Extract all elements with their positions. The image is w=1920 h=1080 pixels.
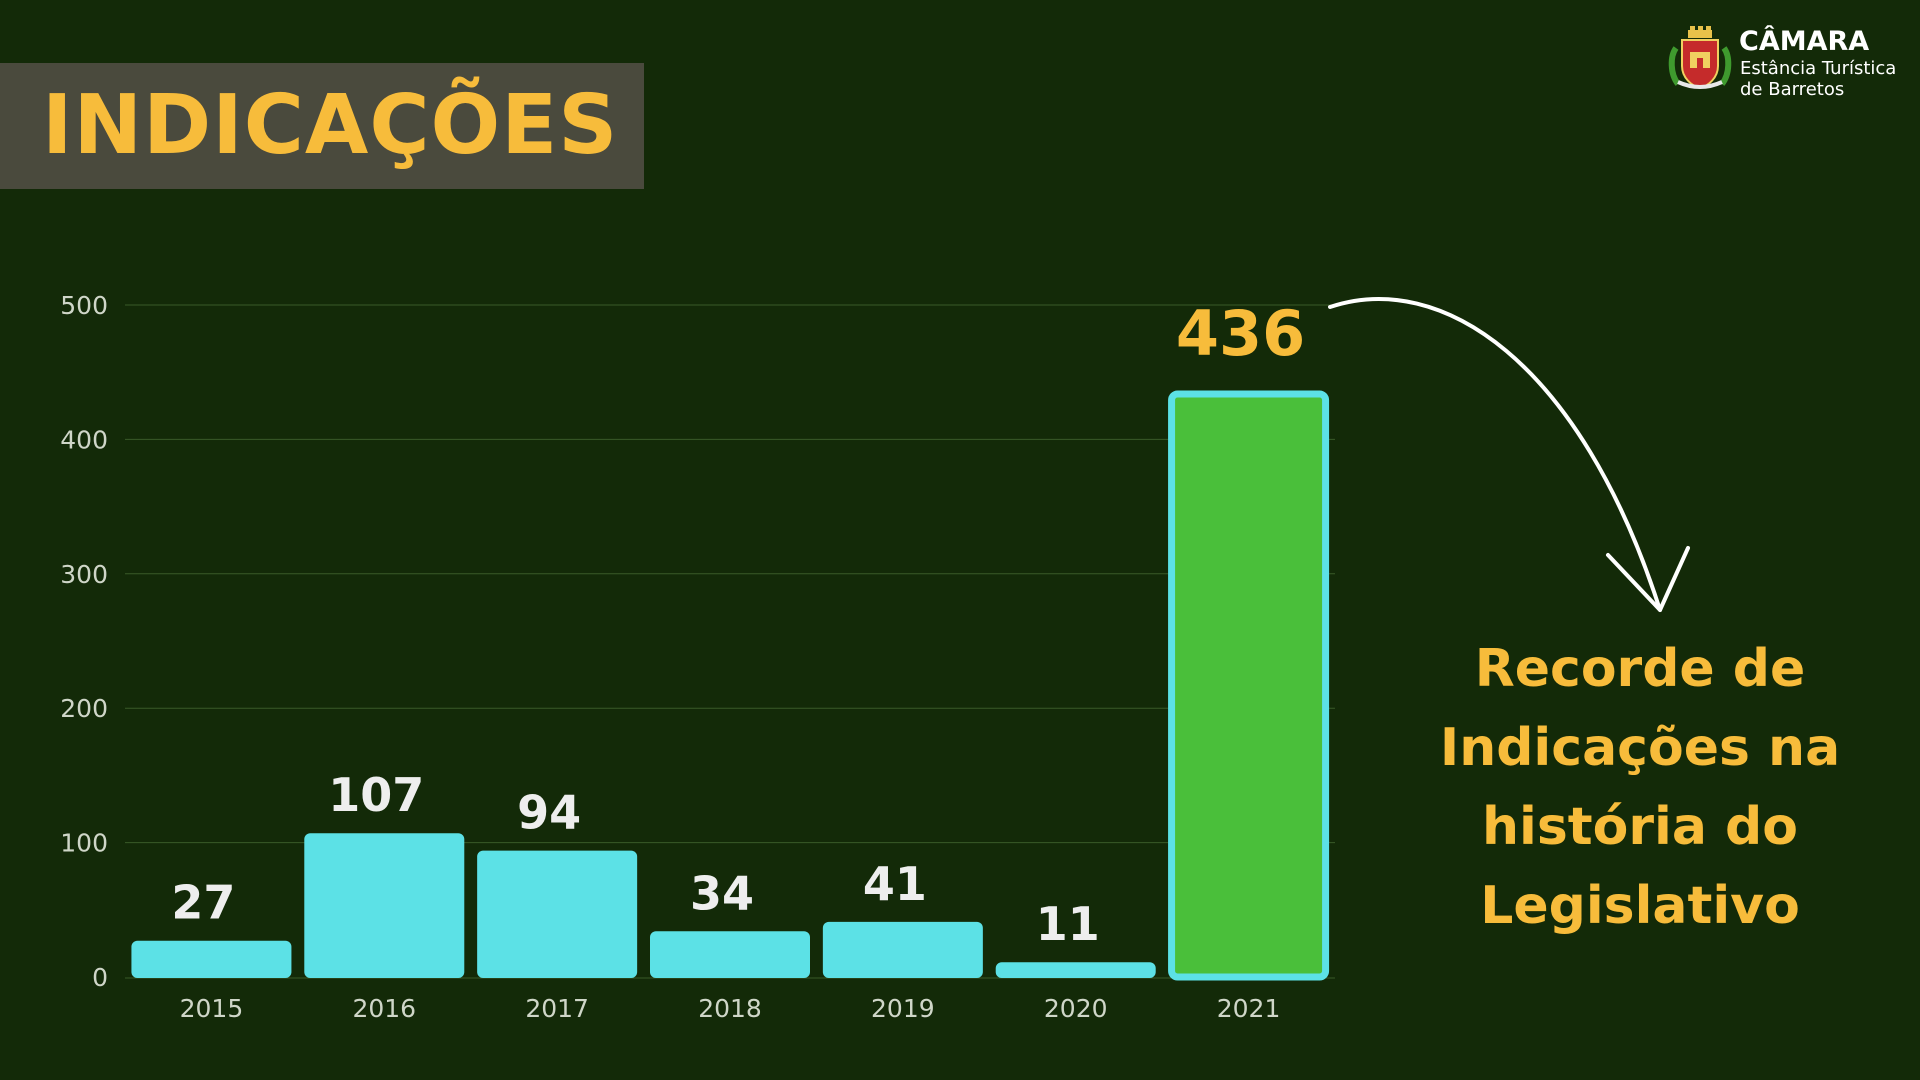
brand-subtitle-line-1: Estância Turística <box>1740 58 1897 79</box>
annotation-line-3: história do <box>1482 797 1798 857</box>
x-tick-label-2019: 2019 <box>871 994 935 1023</box>
x-tick-label-2018: 2018 <box>698 994 762 1023</box>
data-label-2017: 94 <box>517 786 581 840</box>
bar-2018 <box>650 931 810 978</box>
bar-2017 <box>477 850 638 978</box>
annotation-line-4: Legislativo <box>1480 876 1800 936</box>
coat-of-arms-icon <box>1668 26 1732 90</box>
data-label-2019: 41 <box>863 857 927 911</box>
x-tick-label-2016: 2016 <box>352 994 416 1023</box>
y-tick-label: 300 <box>60 560 108 589</box>
bar-2021 <box>1168 390 1330 981</box>
x-tick-label-2021: 2021 <box>1217 994 1281 1023</box>
page-title: INDICAÇÕES <box>42 78 619 173</box>
bar-2015 <box>131 940 292 978</box>
x-tick-label-2017: 2017 <box>525 994 589 1023</box>
record-annotation: Recorde de Indicações na história do Leg… <box>1400 630 1880 946</box>
data-label-2021: 436 <box>1176 297 1305 370</box>
x-tick-label-2015: 2015 <box>180 994 244 1023</box>
bar-2019 <box>822 921 983 978</box>
data-label-2018: 34 <box>690 866 754 920</box>
y-tick-label: 500 <box>60 291 108 320</box>
data-label-2020: 11 <box>1036 897 1100 951</box>
annotation-line-1: Recorde de <box>1474 639 1806 699</box>
curved-arrow-icon <box>1328 297 1662 612</box>
bar-2020 <box>995 962 1156 978</box>
data-label-2016: 107 <box>328 768 424 822</box>
brand-logo: CÂMARA Estância Turística de Barretos <box>1668 26 1913 106</box>
brand-subtitle: Estância Turística de Barretos <box>1740 58 1896 100</box>
y-tick-label: 200 <box>60 694 108 723</box>
title-band: INDICAÇÕES <box>0 63 644 189</box>
brand-name: CÂMARA <box>1739 26 1870 57</box>
y-tick-label: 400 <box>60 425 108 454</box>
brand-subtitle-line-2: de Barretos <box>1740 79 1845 100</box>
data-label-2015: 27 <box>171 876 235 930</box>
bar-2016 <box>304 833 465 978</box>
y-tick-label: 0 <box>92 963 108 992</box>
arrow-head <box>1606 546 1690 612</box>
y-tick-label: 100 <box>60 829 108 858</box>
annotation-line-2: Indicações na <box>1439 718 1841 778</box>
x-tick-label-2020: 2020 <box>1044 994 1108 1023</box>
